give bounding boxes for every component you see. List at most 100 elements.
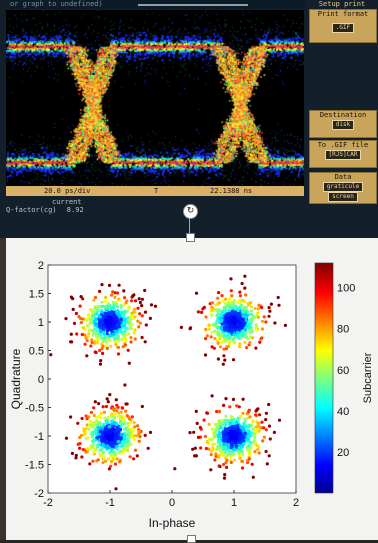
scatter-point <box>254 328 259 332</box>
scatter-point <box>248 341 252 345</box>
scatter-point <box>110 293 114 297</box>
colorbar-label: Subcarrier <box>362 352 374 403</box>
scatter-point <box>122 312 126 316</box>
scatter-point <box>133 315 137 319</box>
scatter-point <box>246 302 250 306</box>
scatter-point <box>126 424 130 428</box>
scatter-point <box>70 451 74 455</box>
eye-diagram-canvas <box>6 10 304 186</box>
scatter-point <box>89 344 93 348</box>
scatter-point <box>269 302 273 306</box>
scatter-point <box>217 301 221 305</box>
scatter-point <box>240 459 245 463</box>
scatter-point <box>210 308 214 312</box>
data-panel: Data graticulescreen <box>309 172 377 204</box>
scatter-point <box>268 437 272 441</box>
scatter-point <box>70 340 74 344</box>
scatter-point <box>251 427 255 431</box>
scatter-point <box>238 434 243 439</box>
print-format-button[interactable]: .GIF <box>331 23 355 33</box>
scatter-point <box>143 310 148 314</box>
scatter-point <box>109 344 113 348</box>
scatter-point <box>213 336 217 341</box>
scatter-point <box>129 340 133 344</box>
scatter-point <box>265 462 269 466</box>
rotate-handle-icon[interactable]: ↻ <box>183 204 198 219</box>
scatter-point <box>94 420 98 424</box>
scatter-point <box>113 335 117 339</box>
screen-button[interactable]: screen <box>328 192 358 202</box>
scatter-point <box>107 457 111 461</box>
scatter-point <box>179 325 183 329</box>
scatter-point <box>118 427 123 432</box>
scatter-point <box>113 433 118 438</box>
scatter-point <box>103 318 108 323</box>
constellation-figure: -2 -1 0 1 2 2 1.5 1 0.5 0 -0.5 -1 -1.5 -2 In-phase Qu… <box>0 238 378 540</box>
scatter-point <box>228 405 232 409</box>
scatter-point <box>69 332 73 336</box>
scatter-point <box>126 432 131 436</box>
timebase-readout: 20.0 ps/div <box>44 187 91 195</box>
scatter-point <box>114 302 118 306</box>
scatter-point <box>227 297 232 301</box>
resize-handle-bottom[interactable] <box>187 535 196 543</box>
title-scrollbar[interactable] <box>138 4 248 6</box>
scatter-point <box>229 277 233 281</box>
scatter-point <box>210 394 214 398</box>
destination-label: Destination <box>319 111 367 119</box>
scatter-point <box>232 435 237 439</box>
scatter-point <box>99 438 104 442</box>
scatter-point <box>116 439 121 444</box>
scatter-point <box>195 421 199 425</box>
scatter-point <box>251 420 255 424</box>
scatter-point <box>138 321 142 325</box>
scatter-point <box>124 409 128 413</box>
scatter-point <box>104 444 109 449</box>
scatter-point <box>131 428 135 433</box>
gif-file-input[interactable]: [RJS]CAR <box>324 150 362 160</box>
colorbar-tick-label: 80 <box>337 324 349 336</box>
scatter-point <box>248 301 253 305</box>
scatter-point <box>115 409 119 413</box>
scatter-point <box>212 346 216 350</box>
scatter-point <box>122 333 126 337</box>
scatter-point <box>135 454 139 458</box>
scatter-point <box>126 448 130 453</box>
scatter-point <box>248 335 252 339</box>
scatter-point <box>98 348 102 353</box>
scatter-point <box>116 312 121 317</box>
scatter-point <box>229 301 233 305</box>
scatter-point <box>223 358 227 362</box>
scatter-point <box>91 444 95 448</box>
scatter-point <box>69 415 73 419</box>
scatter-point <box>88 462 92 466</box>
scatter-point <box>242 442 246 446</box>
scatter-point <box>133 425 137 429</box>
scatter-point <box>109 414 114 418</box>
y-tick-label: -0.5 <box>25 403 44 415</box>
scatter-point <box>264 320 268 324</box>
scatter-point <box>222 462 226 467</box>
scatter-point <box>92 450 96 454</box>
scatter-point <box>273 321 277 325</box>
scatter-point <box>233 307 237 311</box>
destination-button[interactable]: disk <box>331 120 355 130</box>
scatter-point <box>196 310 200 314</box>
scatter-point <box>243 274 247 278</box>
scatter-point <box>210 305 214 310</box>
scatter-point <box>106 400 110 404</box>
scatter-point <box>250 317 254 321</box>
scatter-point <box>149 303 154 307</box>
scatter-point <box>92 413 96 418</box>
scatter-point <box>106 415 110 420</box>
resize-handle-top[interactable] <box>186 233 195 242</box>
graticule-button[interactable]: graticule <box>322 182 364 192</box>
scatter-point <box>231 415 235 420</box>
scatter-point <box>254 323 258 327</box>
scatter-point <box>236 308 240 312</box>
scatter-point <box>98 329 103 333</box>
scatter-point <box>121 448 125 452</box>
scatter-point <box>224 414 228 418</box>
scatter-point <box>248 330 252 334</box>
scatter-point <box>99 321 104 325</box>
